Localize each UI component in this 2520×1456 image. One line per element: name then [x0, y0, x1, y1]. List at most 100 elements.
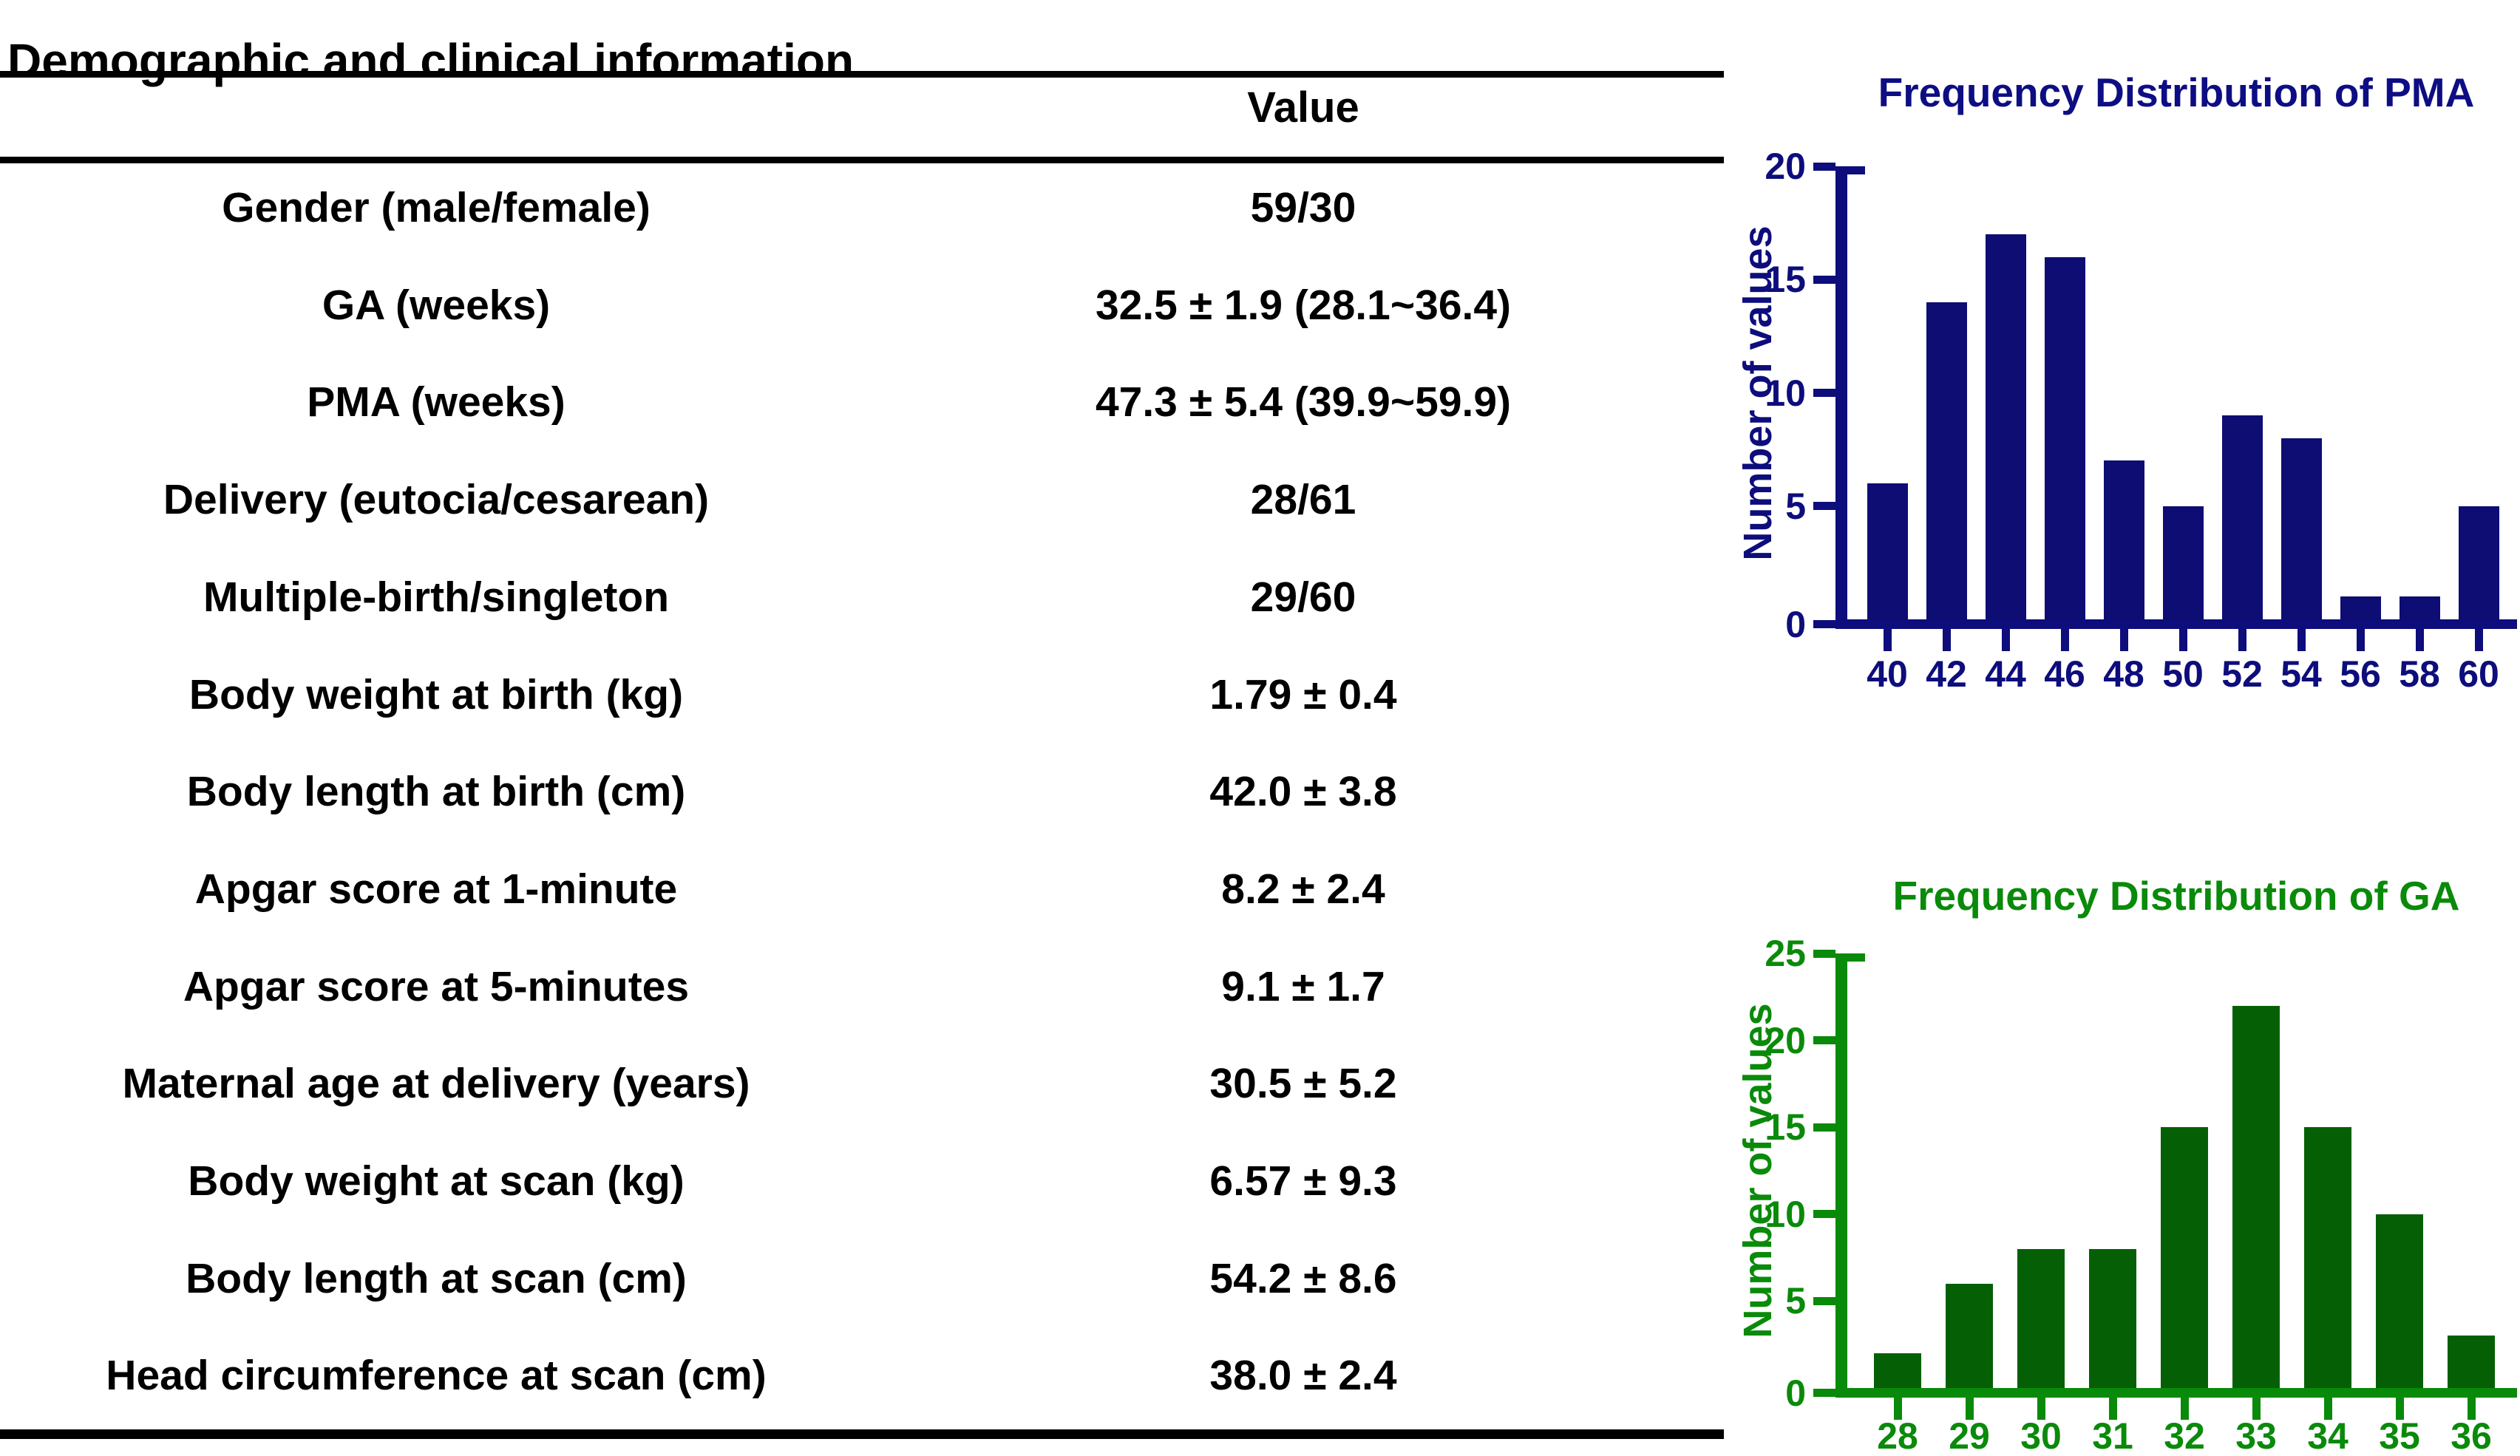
- x-tick-label: 28: [1877, 1415, 1918, 1456]
- x-tick-label: 33: [2235, 1415, 2277, 1456]
- y-tick: [1813, 163, 1835, 171]
- bar-35: [2376, 1214, 2423, 1388]
- value-column-header: Value: [1247, 84, 1359, 132]
- bar-52: [2222, 415, 2263, 619]
- table-row: GA (weeks) 32.5 ± 1.9 (28.1~36.4): [0, 278, 1734, 333]
- x-tick-label: 44: [1985, 653, 2026, 695]
- y-tick: [1813, 950, 1835, 958]
- x-tick: [2297, 629, 2306, 651]
- y-tick: [1813, 389, 1835, 397]
- table-row: Gender (male/female) 59/30: [0, 180, 1734, 235]
- y-axis-line: [1835, 953, 1847, 1398]
- x-tick-label: 46: [2044, 653, 2085, 695]
- row-value: 29/60: [1250, 574, 1356, 621]
- row-label: Apgar score at 1-minute: [194, 865, 678, 913]
- table-row: Body length at birth (cm) 42.0 ± 3.8: [0, 764, 1734, 819]
- x-tick: [2357, 629, 2365, 651]
- row-label: Body weight at scan (kg): [188, 1157, 685, 1205]
- table-row: Body weight at scan (kg) 6.57 ± 9.3: [0, 1154, 1734, 1208]
- x-tick-label: 29: [1949, 1415, 1990, 1456]
- x-tick-label: 34: [2307, 1415, 2349, 1456]
- header-separator-line: [0, 157, 1724, 163]
- y-tick-label: 20: [1765, 1020, 1806, 1061]
- x-tick: [1943, 629, 1951, 651]
- x-tick: [2109, 1398, 2117, 1420]
- x-tick-label: 58: [2399, 653, 2440, 695]
- y-tick: [1813, 502, 1835, 510]
- x-tick-label: 35: [2379, 1415, 2420, 1456]
- x-tick: [2037, 1398, 2045, 1420]
- table-row: Maternal age at delivery (years) 30.5 ± 5…: [0, 1056, 1734, 1111]
- x-tick-label: 32: [2164, 1415, 2205, 1456]
- row-label: Maternal age at delivery (years): [122, 1060, 750, 1107]
- bar-50: [2163, 506, 2204, 619]
- x-tick: [2002, 629, 2010, 651]
- bar-28: [1874, 1353, 1921, 1388]
- y-tick-label: 5: [1785, 1280, 1806, 1321]
- table-row: Multiple-birth/singleton 29/60: [0, 570, 1734, 625]
- x-tick-label: 30: [2020, 1415, 2062, 1456]
- axis-top-nub: [1847, 953, 1865, 962]
- x-tick-label: 31: [2092, 1415, 2133, 1456]
- row-label: Head circumference at scan (cm): [106, 1352, 767, 1399]
- x-axis-line: [1835, 619, 2517, 629]
- row-label: Apgar score at 5-minutes: [183, 963, 690, 1010]
- y-tick-label: 0: [1785, 1372, 1806, 1414]
- pma-frequency-chart: Frequency Distribution of PMA Number of v…: [1722, 41, 2520, 698]
- table-title: Demographic and clinical information: [7, 33, 855, 87]
- x-tick: [2238, 629, 2246, 651]
- y-tick: [1813, 1297, 1835, 1305]
- row-value: 47.3 ± 5.4 (39.9~59.9): [1095, 378, 1512, 426]
- chart-title: Frequency Distribution of PMA: [1878, 69, 2475, 115]
- table-row: Apgar score at 1-minute 8.2 ± 2.4: [0, 862, 1734, 916]
- row-label: Body length at birth (cm): [186, 768, 686, 815]
- x-tick-label: 56: [2340, 653, 2381, 695]
- row-label: Body weight at birth (kg): [189, 671, 684, 718]
- row-label: Multiple-birth/singleton: [203, 574, 670, 621]
- x-tick-label: 52: [2221, 653, 2263, 695]
- row-value: 8.2 ± 2.4: [1221, 865, 1385, 913]
- x-tick: [1966, 1398, 1974, 1420]
- x-tick-label: 36: [2451, 1415, 2492, 1456]
- x-tick: [2252, 1398, 2261, 1420]
- row-value: 59/30: [1250, 184, 1356, 231]
- row-value: 9.1 ± 1.7: [1221, 963, 1385, 1010]
- bar-36: [2448, 1336, 2495, 1388]
- bar-32: [2161, 1127, 2208, 1388]
- x-tick-label: 60: [2458, 653, 2499, 695]
- row-value: 54.2 ± 8.6: [1209, 1255, 1397, 1302]
- title-underline: [0, 71, 1724, 78]
- bar-29: [1946, 1284, 1993, 1388]
- x-tick-label: 54: [2280, 653, 2322, 695]
- ga-frequency-chart: Frequency Distribution of GA Number of va…: [1722, 843, 2520, 1456]
- row-label: Gender (male/female): [222, 184, 651, 231]
- x-tick: [2179, 629, 2187, 651]
- y-axis-line: [1835, 166, 1847, 629]
- bar-58: [2400, 596, 2440, 619]
- x-tick: [2061, 629, 2069, 651]
- y-tick: [1813, 1123, 1835, 1132]
- row-value: 28/61: [1250, 476, 1356, 523]
- y-tick: [1813, 1210, 1835, 1218]
- bar-30: [2017, 1249, 2065, 1388]
- x-tick: [2416, 629, 2424, 651]
- y-tick: [1813, 276, 1835, 284]
- y-tick-label: 15: [1765, 1106, 1806, 1148]
- bar-46: [2045, 257, 2085, 619]
- x-tick: [2181, 1398, 2189, 1420]
- bar-40: [1867, 483, 1908, 619]
- row-value: 42.0 ± 3.8: [1209, 768, 1397, 815]
- table-row: Head circumference at scan (cm) 38.0 ± 2.…: [0, 1348, 1734, 1403]
- row-value: 1.79 ± 0.4: [1209, 671, 1397, 718]
- bar-60: [2459, 506, 2499, 619]
- y-tick-label: 10: [1765, 1194, 1806, 1235]
- y-tick-label: 25: [1765, 933, 1806, 974]
- row-label: Body length at scan (cm): [186, 1255, 687, 1302]
- y-tick-label: 20: [1765, 146, 1806, 187]
- x-tick: [1894, 1398, 1902, 1420]
- row-value: 38.0 ± 2.4: [1209, 1352, 1397, 1399]
- x-tick: [2396, 1398, 2404, 1420]
- bar-44: [1986, 234, 2026, 619]
- chart-title: Frequency Distribution of GA: [1892, 873, 2460, 919]
